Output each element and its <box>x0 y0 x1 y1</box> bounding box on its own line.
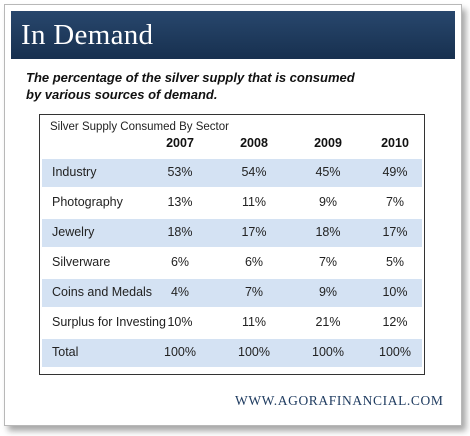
column-header-2009: 2009 <box>314 136 342 150</box>
table-cell: 17% <box>382 225 408 239</box>
table-row: Jewelry 18% 17% 18% 17% <box>42 219 422 247</box>
column-header-2008: 2008 <box>240 136 268 150</box>
header-banner: In Demand <box>11 11 455 59</box>
data-table: Silver Supply Consumed By Sector 2007 200… <box>39 114 425 375</box>
infographic-card: In Demand The percentage of the silver s… <box>4 4 462 426</box>
row-label: Silverware <box>52 255 111 269</box>
row-label: Surplus for Investing <box>52 315 166 329</box>
page-title: In Demand <box>21 19 154 51</box>
table-cell: 5% <box>385 255 405 269</box>
table-cell: 100% <box>312 345 344 359</box>
table-cell: 11% <box>241 195 267 209</box>
table-row: Industry 53% 54% 45% 49% <box>42 159 422 187</box>
table-cell: 53% <box>167 165 193 179</box>
table-cell: 18% <box>315 225 341 239</box>
table-cell: 6% <box>170 255 190 269</box>
table-cell: 9% <box>318 195 338 209</box>
subtitle-line-1: The percentage of the silver supply that… <box>26 70 355 85</box>
table-cell: 7% <box>318 255 338 269</box>
row-label: Jewelry <box>52 225 95 239</box>
table-cell: 10% <box>382 285 408 299</box>
table-cell: 18% <box>167 225 193 239</box>
subtitle-line-2: by various sources of demand. <box>26 87 218 102</box>
table-cell: 7% <box>244 285 264 299</box>
table-cell: 17% <box>241 225 267 239</box>
row-label: Industry <box>52 165 97 179</box>
table-cell: 9% <box>318 285 338 299</box>
row-label: Photography <box>52 195 123 209</box>
subtitle: The percentage of the silver supply that… <box>26 69 446 103</box>
table-row: Surplus for Investing 10% 11% 21% 12% <box>42 309 422 337</box>
table-cell: 100% <box>238 345 270 359</box>
table-cell: 6% <box>244 255 264 269</box>
table-row: Total 100% 100% 100% 100% <box>42 339 422 367</box>
table-row: Photography 13% 11% 9% 7% <box>42 189 422 217</box>
table-cell: 11% <box>241 315 267 329</box>
table-cell: 4% <box>170 285 190 299</box>
footer-url: WWW.AGORAFINANCIAL.COM <box>235 393 444 408</box>
table-cell: 7% <box>385 195 405 209</box>
table-cell: 100% <box>379 345 411 359</box>
table-cell: 10% <box>167 315 193 329</box>
column-header-2010: 2010 <box>381 136 409 150</box>
table-cell: 12% <box>382 315 408 329</box>
table-row: Coins and Medals 4% 7% 9% 10% <box>42 279 422 307</box>
table-cell: 100% <box>164 345 196 359</box>
row-label: Total <box>52 345 79 359</box>
table-cell: 49% <box>382 165 408 179</box>
row-label: Coins and Medals <box>52 285 153 299</box>
table-cell: 45% <box>315 165 341 179</box>
table-cell: 21% <box>315 315 341 329</box>
column-header-2007: 2007 <box>166 136 194 150</box>
table-title: Silver Supply Consumed By Sector <box>50 121 229 133</box>
table-cell: 54% <box>241 165 267 179</box>
table-cell: 13% <box>167 195 193 209</box>
table-row: Silverware 6% 6% 7% 5% <box>42 249 422 277</box>
